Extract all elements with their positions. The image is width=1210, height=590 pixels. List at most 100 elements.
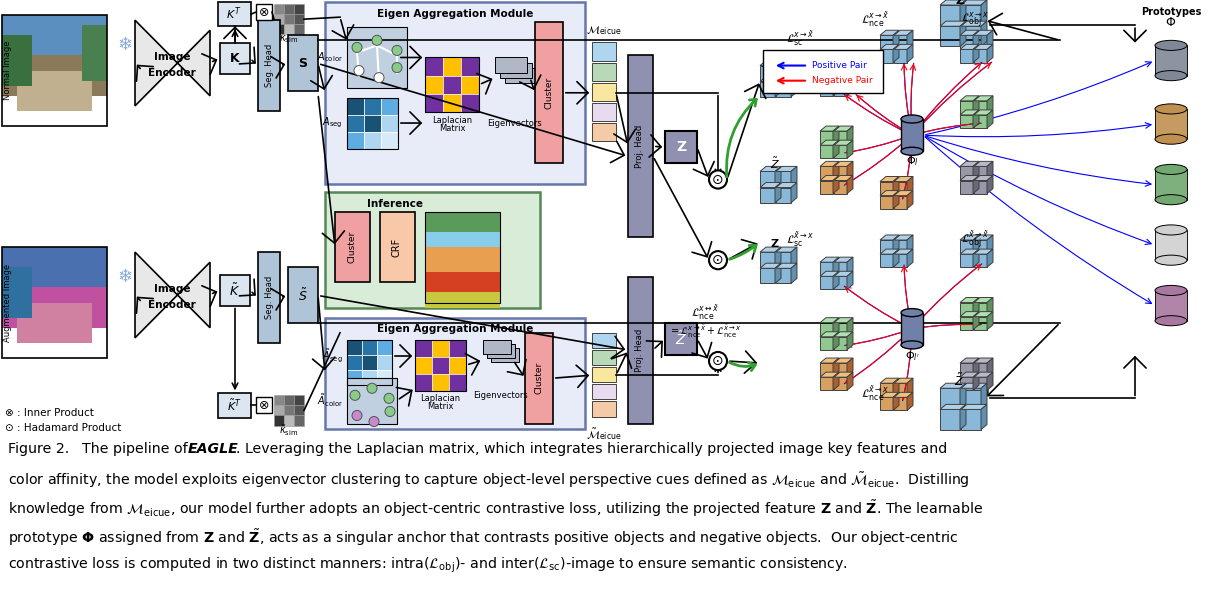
Bar <box>425 76 443 94</box>
Polygon shape <box>834 257 853 262</box>
Bar <box>273 14 284 24</box>
Polygon shape <box>791 182 797 203</box>
Polygon shape <box>880 30 899 35</box>
Bar <box>834 166 847 179</box>
Polygon shape <box>974 358 993 363</box>
Bar <box>960 101 973 114</box>
Polygon shape <box>832 358 839 376</box>
Bar <box>760 268 774 283</box>
Circle shape <box>385 407 394 417</box>
Bar <box>820 166 832 179</box>
Polygon shape <box>894 44 914 50</box>
Bar <box>2 15 106 55</box>
Polygon shape <box>832 126 839 144</box>
Bar <box>425 94 443 112</box>
Bar <box>974 254 987 267</box>
Text: Cluster: Cluster <box>535 362 543 394</box>
Polygon shape <box>776 182 797 188</box>
Bar <box>1156 109 1187 139</box>
Polygon shape <box>505 68 537 83</box>
Polygon shape <box>960 161 979 166</box>
Circle shape <box>367 384 378 394</box>
Polygon shape <box>847 332 853 350</box>
Bar <box>894 254 908 267</box>
Polygon shape <box>960 372 979 377</box>
Bar <box>628 277 653 424</box>
Polygon shape <box>832 271 839 290</box>
Text: Inference: Inference <box>367 199 424 209</box>
Polygon shape <box>908 44 914 63</box>
Polygon shape <box>760 247 780 252</box>
Bar <box>432 357 449 374</box>
Text: Z: Z <box>676 140 686 154</box>
Text: $\kappa_{\rm sim}$: $\kappa_{\rm sim}$ <box>280 34 299 45</box>
Polygon shape <box>834 332 853 337</box>
Polygon shape <box>981 384 987 408</box>
Bar <box>834 323 847 336</box>
Bar <box>218 394 250 418</box>
Text: $\tilde{K}$: $\tilde{K}$ <box>230 282 241 299</box>
Bar <box>820 181 832 194</box>
Bar <box>960 181 973 194</box>
Bar <box>894 384 908 396</box>
Polygon shape <box>847 64 853 81</box>
Bar <box>880 50 893 63</box>
Bar <box>425 247 500 273</box>
Polygon shape <box>834 358 853 363</box>
Polygon shape <box>908 378 914 396</box>
Polygon shape <box>880 235 899 240</box>
Polygon shape <box>880 378 899 384</box>
Bar <box>960 317 973 330</box>
Bar <box>974 101 987 114</box>
Text: Seg. Head: Seg. Head <box>265 276 273 319</box>
Bar <box>760 65 774 81</box>
Text: $\mathcal{L}_{\rm sc}^{x\to\tilde{x}}$: $\mathcal{L}_{\rm sc}^{x\to\tilde{x}}$ <box>785 29 814 48</box>
Bar <box>335 212 370 283</box>
Polygon shape <box>834 161 853 166</box>
Polygon shape <box>820 140 839 145</box>
Bar <box>960 303 973 316</box>
Text: Image: Image <box>154 53 190 63</box>
Bar <box>362 355 378 370</box>
Bar <box>257 4 272 20</box>
Text: ⊙ : Hadamard Product: ⊙ : Hadamard Product <box>5 422 121 432</box>
Polygon shape <box>974 175 993 181</box>
Bar <box>273 405 284 415</box>
Text: Laplacian: Laplacian <box>420 394 460 403</box>
Bar <box>294 14 304 24</box>
Polygon shape <box>894 191 914 196</box>
Ellipse shape <box>1156 134 1187 144</box>
Polygon shape <box>974 110 993 115</box>
Bar <box>362 370 378 385</box>
Bar <box>820 83 832 96</box>
Circle shape <box>709 251 727 269</box>
Polygon shape <box>987 175 993 194</box>
Polygon shape <box>847 257 853 276</box>
Bar <box>592 384 616 399</box>
Polygon shape <box>820 126 839 131</box>
Bar <box>880 35 893 48</box>
Bar <box>294 415 304 425</box>
Text: $\mathcal{L}_{\rm obj}^{x\to x}$: $\mathcal{L}_{\rm obj}^{x\to x}$ <box>961 11 990 30</box>
Text: Eigenvectors: Eigenvectors <box>473 391 529 400</box>
Text: Eigenvectors: Eigenvectors <box>488 119 542 127</box>
Polygon shape <box>960 0 966 25</box>
Bar <box>974 35 987 48</box>
Polygon shape <box>834 126 853 131</box>
Polygon shape <box>973 44 979 63</box>
Bar <box>974 181 987 194</box>
Polygon shape <box>973 235 979 253</box>
Bar <box>2 247 106 287</box>
Polygon shape <box>961 0 987 5</box>
Bar <box>380 212 415 283</box>
Bar <box>592 401 616 417</box>
Polygon shape <box>973 175 979 194</box>
Ellipse shape <box>1156 71 1187 81</box>
Text: Eigen Aggregation Module: Eigen Aggregation Module <box>376 9 534 19</box>
Bar <box>760 172 774 186</box>
Text: Normal Image: Normal Image <box>4 41 12 100</box>
Text: Matrix: Matrix <box>439 123 466 133</box>
Bar <box>461 94 479 112</box>
Circle shape <box>369 417 379 427</box>
Bar <box>974 166 987 179</box>
